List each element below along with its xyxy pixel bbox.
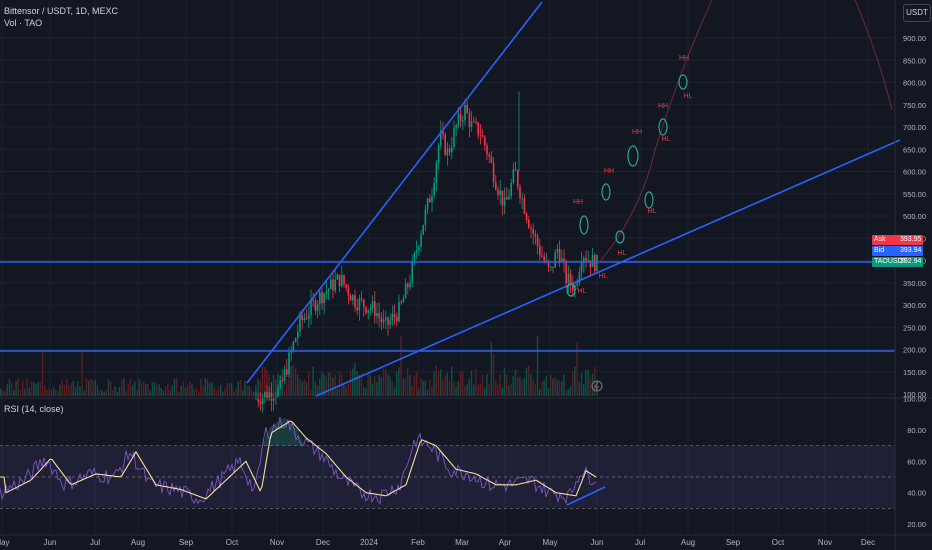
time-label: Feb <box>411 538 425 547</box>
grid <box>0 0 895 535</box>
ask-price-tag: Ask 393.95 <box>872 235 924 245</box>
price-tick-label: 850.00 <box>903 56 926 65</box>
hl-label: HL <box>599 273 608 280</box>
last-price-tag: TAOUSDT392.94 <box>872 257 924 267</box>
hh-label: HH <box>658 103 668 110</box>
time-label: Aug <box>681 538 695 547</box>
price-tick-label: 900.00 <box>903 34 926 43</box>
rsi-tick-label: 40.00 <box>907 489 926 498</box>
price-tick-label: 350.00 <box>903 279 926 288</box>
rsi-panel <box>0 416 895 509</box>
time-label: Dec <box>861 538 875 547</box>
time-label: Jul <box>635 538 645 547</box>
time-label: Nov <box>270 538 284 547</box>
time-label: May <box>542 538 557 547</box>
rsi-tick-label: 80.00 <box>907 426 926 435</box>
time-label: Jun <box>44 538 57 547</box>
hl-label: HL <box>662 136 671 143</box>
price-tick-label: 250.00 <box>903 323 926 332</box>
price-tick-label: 750.00 <box>903 101 926 110</box>
rsi-tick-label: 100.00 <box>903 395 926 404</box>
trendlines[interactable] <box>0 0 901 397</box>
projection-curve <box>596 0 713 266</box>
hh-label: HH <box>679 55 689 62</box>
hl-label: HL <box>684 93 693 100</box>
hh-label: HH <box>632 129 642 136</box>
time-label: Mar <box>455 538 469 547</box>
time-label: Aug <box>131 538 145 547</box>
time-label: Jul <box>90 538 100 547</box>
hl-label: HL <box>578 288 587 295</box>
price-tick-label: 100.00 <box>903 390 926 399</box>
hh-hl-markers <box>566 74 688 297</box>
time-label: 2024 <box>360 538 378 547</box>
time-label: Oct <box>226 538 239 547</box>
price-tick-label: 200.00 <box>903 346 926 355</box>
time-label: Nov <box>818 538 832 547</box>
symbol-title[interactable]: Bittensor / USDT, 1D, MEXC <box>4 6 119 16</box>
volume-bars <box>0 335 598 396</box>
time-label: Sep <box>179 538 194 547</box>
price-tick-label: 150.00 <box>903 368 926 377</box>
hl-label: HL <box>618 250 627 257</box>
hh-label: HH <box>604 168 614 175</box>
price-tick-label: 600.00 <box>903 168 926 177</box>
price-tick-label: 700.00 <box>903 123 926 132</box>
rsi-tick-label: 60.00 <box>907 457 926 466</box>
time-label: Jun <box>591 538 604 547</box>
hl-label: HL <box>648 208 657 215</box>
time-label: Apr <box>499 538 512 547</box>
rsi-tick-label: 20.00 <box>907 520 926 529</box>
time-label: Dec <box>316 538 330 547</box>
rsi-legend[interactable]: RSI (14, close) <box>4 404 64 414</box>
price-tick-label: 800.00 <box>903 79 926 88</box>
upper-channel-line[interactable] <box>246 1 543 384</box>
lightning-icon[interactable] <box>591 380 603 392</box>
price-tick-label: 650.00 <box>903 145 926 154</box>
price-tick-label: 300.00 <box>903 301 926 310</box>
currency-button[interactable]: USDT <box>903 4 931 22</box>
hh-hl-labels: HH HH HH HH HH HL HL HL HL HL HL <box>573 55 693 295</box>
projection-curve-2 <box>854 0 893 111</box>
time-label: Oct <box>772 538 785 547</box>
price-tick-label: 550.00 <box>903 190 926 199</box>
lower-trend-line[interactable] <box>315 139 901 397</box>
hh-label: HH <box>573 199 583 206</box>
time-label: May <box>0 538 10 547</box>
price-tick-label: 500.00 <box>903 212 926 221</box>
bid-price-tag: Bid 393.94 <box>872 246 924 256</box>
volume-legend[interactable]: Vol · TAO <box>4 18 43 28</box>
candles <box>255 91 598 413</box>
time-label: Sep <box>726 538 741 547</box>
